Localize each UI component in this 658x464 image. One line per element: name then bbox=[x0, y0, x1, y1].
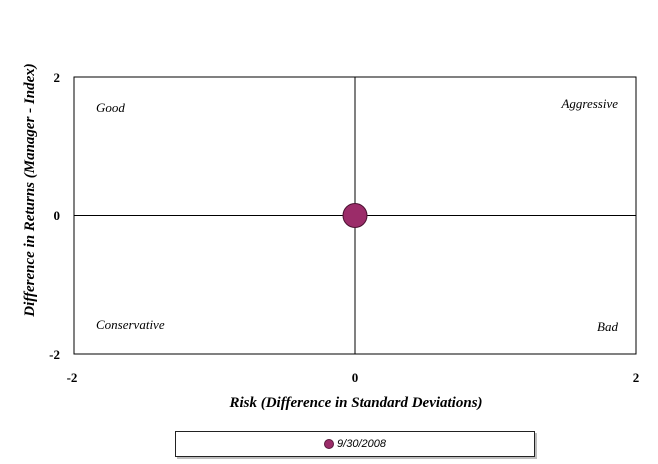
y-tick-middle: 0 bbox=[54, 208, 61, 223]
y-tick-top: 2 bbox=[54, 70, 61, 85]
x-tick-left: -2 bbox=[67, 370, 78, 385]
quadrant-label-conservative: Conservative bbox=[96, 317, 165, 332]
x-axis-title: Risk (Difference in Standard Deviations) bbox=[228, 395, 482, 411]
legend-label: 9/30/2008 bbox=[337, 438, 386, 450]
y-axis-title: Difference in Returns (Manager - Index) bbox=[22, 63, 38, 317]
x-tick-middle: 0 bbox=[352, 370, 359, 385]
legend-marker-icon bbox=[324, 439, 335, 449]
quadrant-label-aggressive: Aggressive bbox=[560, 96, 618, 111]
y-tick-bottom: -2 bbox=[49, 347, 60, 362]
quadrant-label-bad: Bad bbox=[597, 319, 618, 334]
quadrant-label-good: Good bbox=[96, 100, 125, 115]
data-point bbox=[342, 203, 368, 228]
scatter-points bbox=[342, 203, 368, 228]
legend: 9/30/2008 bbox=[175, 431, 535, 457]
x-tick-right: 2 bbox=[633, 370, 640, 385]
